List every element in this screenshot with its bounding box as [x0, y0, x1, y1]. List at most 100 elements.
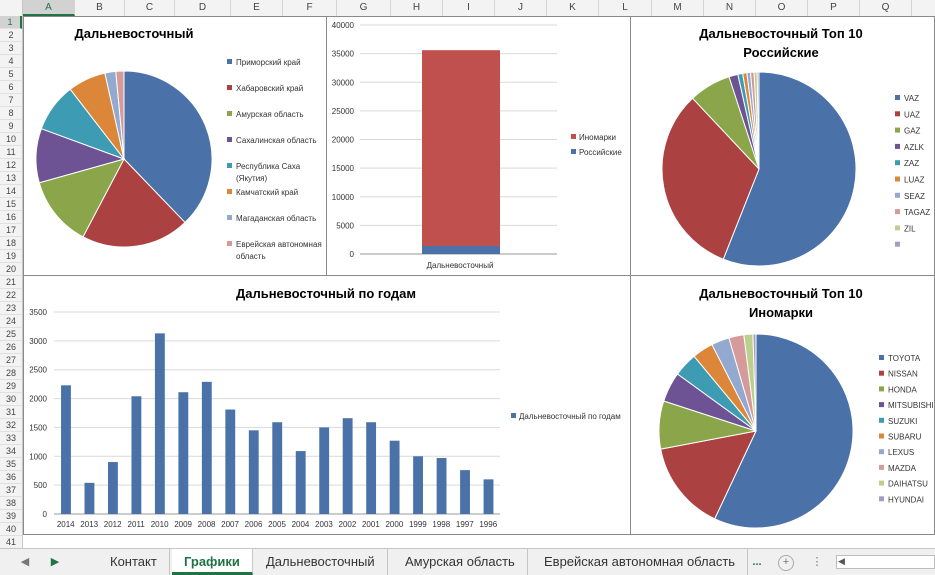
- sheet-options-icon[interactable]: ⋮: [811, 556, 823, 568]
- row-header-1[interactable]: 1: [0, 16, 22, 29]
- row-header-6[interactable]: 6: [0, 81, 22, 94]
- column-header-N[interactable]: N: [704, 0, 756, 16]
- years-bar[interactable]: [295, 451, 306, 514]
- years-bar[interactable]: [413, 456, 424, 514]
- row-header-26[interactable]: 26: [0, 341, 22, 354]
- years-bar[interactable]: [436, 458, 447, 514]
- row-header-30[interactable]: 30: [0, 393, 22, 406]
- years-bar[interactable]: [460, 470, 470, 514]
- years-bar[interactable]: [131, 396, 142, 514]
- years-bar[interactable]: [225, 409, 236, 514]
- row-header-33[interactable]: 33: [0, 432, 22, 445]
- row-header-5[interactable]: 5: [0, 68, 22, 81]
- stacked-bar-segment[interactable]: [422, 50, 500, 246]
- row-header-39[interactable]: 39: [0, 510, 22, 523]
- regions-pie-slice[interactable]: [82, 158, 186, 248]
- row-header-13[interactable]: 13: [0, 172, 22, 185]
- row-header-3[interactable]: 3: [0, 42, 22, 55]
- foreign-pie-slice[interactable]: [660, 430, 757, 520]
- column-header-Q[interactable]: Q: [860, 0, 912, 16]
- sheet-tab[interactable]: Еврейская автономная область: [532, 549, 749, 575]
- row-header-40[interactable]: 40: [0, 523, 22, 536]
- chart-russian-pie[interactable]: Дальневосточный Топ 10 Российские VAZ UAZ…: [630, 16, 935, 276]
- row-header-7[interactable]: 7: [0, 94, 22, 107]
- column-header-M[interactable]: M: [652, 0, 704, 16]
- row-header-25[interactable]: 25: [0, 328, 22, 341]
- row-header-20[interactable]: 20: [0, 263, 22, 276]
- years-bar[interactable]: [342, 418, 353, 514]
- years-bar[interactable]: [389, 440, 400, 514]
- chart-stacked-bar[interactable]: 0 5000 10000 15000 20000 25000 30000 35000 40000…: [326, 16, 631, 276]
- column-header-R[interactable]: R: [912, 0, 935, 16]
- column-header-E[interactable]: E: [231, 0, 283, 16]
- row-header-4[interactable]: 4: [0, 55, 22, 68]
- years-bar[interactable]: [61, 385, 71, 514]
- regions-pie-slice[interactable]: [123, 70, 213, 224]
- row-header-36[interactable]: 36: [0, 471, 22, 484]
- row-header-15[interactable]: 15: [0, 198, 22, 211]
- select-all-corner[interactable]: [0, 0, 23, 16]
- next-sheet-button[interactable]: ▶: [50, 556, 60, 568]
- column-header-D[interactable]: D: [175, 0, 231, 16]
- foreign-pie-slice[interactable]: [752, 333, 757, 432]
- russian-pie-slice[interactable]: [661, 97, 760, 260]
- column-header-O[interactable]: O: [756, 0, 808, 16]
- years-bar[interactable]: [154, 333, 165, 514]
- scroll-left-icon[interactable]: ◀: [838, 556, 845, 566]
- column-header-C[interactable]: C: [125, 0, 175, 16]
- row-header-16[interactable]: 16: [0, 211, 22, 224]
- russian-pie-slice[interactable]: [722, 71, 857, 267]
- sheet-tab[interactable]: Дальневосточный: [254, 549, 388, 575]
- row-header-18[interactable]: 18: [0, 237, 22, 250]
- column-header-K[interactable]: K: [547, 0, 599, 16]
- sheet-tab[interactable]: Графики: [172, 549, 253, 575]
- regions-pie-slice[interactable]: [115, 70, 125, 160]
- row-header-21[interactable]: 21: [0, 276, 22, 289]
- row-header-38[interactable]: 38: [0, 497, 22, 510]
- row-header-22[interactable]: 22: [0, 289, 22, 302]
- row-header-41[interactable]: 41: [0, 536, 22, 548]
- column-header-F[interactable]: F: [283, 0, 337, 16]
- row-header-12[interactable]: 12: [0, 159, 22, 172]
- row-header-14[interactable]: 14: [0, 185, 22, 198]
- row-header-28[interactable]: 28: [0, 367, 22, 380]
- row-header-10[interactable]: 10: [0, 133, 22, 146]
- years-bar[interactable]: [366, 422, 377, 514]
- row-header-24[interactable]: 24: [0, 315, 22, 328]
- years-bar[interactable]: [201, 381, 212, 514]
- prev-sheet-button[interactable]: ◀: [20, 556, 30, 568]
- column-header-I[interactable]: I: [443, 0, 495, 16]
- column-header-G[interactable]: G: [337, 0, 391, 16]
- row-header-17[interactable]: 17: [0, 224, 22, 237]
- chart-years-bar[interactable]: Дальневосточный по годам 0 500 1000 1500 200…: [23, 275, 631, 535]
- column-header-J[interactable]: J: [495, 0, 547, 16]
- years-bar[interactable]: [272, 422, 283, 514]
- spreadsheet-grid[interactable]: ABCDEFGHIJKLMNOPQR 123456789101112131415…: [0, 0, 935, 548]
- horizontal-scrollbar[interactable]: ◀: [836, 555, 935, 569]
- stacked-bar-segment[interactable]: [422, 245, 500, 254]
- foreign-pie-slice[interactable]: [714, 333, 854, 529]
- more-sheets-button[interactable]: ...: [752, 556, 762, 568]
- row-header-23[interactable]: 23: [0, 302, 22, 315]
- sheet-tab[interactable]: Амурская область: [393, 549, 528, 575]
- column-header-B[interactable]: B: [75, 0, 125, 16]
- row-header-9[interactable]: 9: [0, 120, 22, 133]
- row-header-8[interactable]: 8: [0, 107, 22, 120]
- russian-pie-slice[interactable]: [756, 71, 760, 170]
- years-bar[interactable]: [178, 392, 189, 514]
- row-header-37[interactable]: 37: [0, 484, 22, 497]
- row-header-31[interactable]: 31: [0, 406, 22, 419]
- row-header-19[interactable]: 19: [0, 250, 22, 263]
- chart-regions-pie[interactable]: Дальневосточный Приморский край Хабаровск…: [23, 16, 327, 276]
- years-bar[interactable]: [483, 479, 494, 514]
- years-bar[interactable]: [84, 482, 95, 514]
- add-sheet-button[interactable]: +: [778, 555, 794, 571]
- row-header-35[interactable]: 35: [0, 458, 22, 471]
- row-header-32[interactable]: 32: [0, 419, 22, 432]
- row-header-2[interactable]: 2: [0, 29, 22, 42]
- row-header-29[interactable]: 29: [0, 380, 22, 393]
- row-header-34[interactable]: 34: [0, 445, 22, 458]
- years-bar[interactable]: [107, 462, 118, 514]
- chart-foreign-pie[interactable]: Дальневосточный Топ 10 Иномарки TOYOTA NI…: [630, 275, 935, 535]
- column-header-P[interactable]: P: [808, 0, 860, 16]
